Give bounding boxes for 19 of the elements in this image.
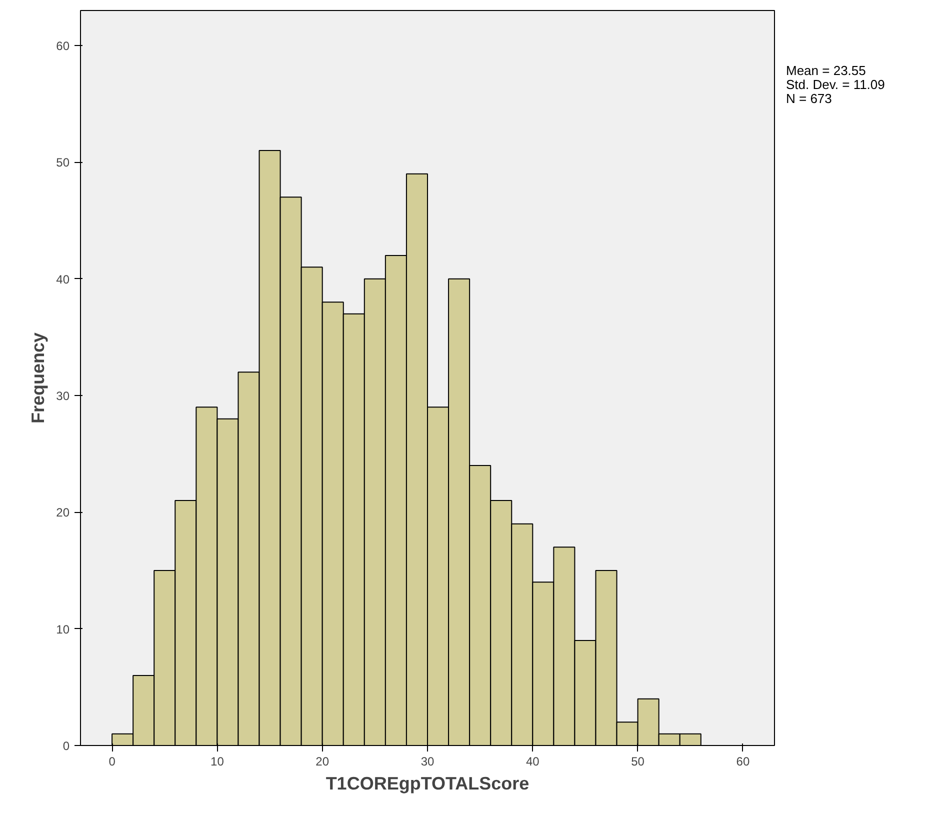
x-tick-label: 0: [108, 754, 116, 768]
x-tick-label: 50: [631, 754, 645, 768]
x-tick-label: 30: [420, 754, 434, 768]
x-tick-label: 20: [316, 754, 330, 768]
y-tick-label: 20: [56, 506, 70, 520]
y-tick-label: 10: [56, 622, 70, 636]
y-tick-label: 40: [56, 272, 70, 286]
text: Std. Dev. = 11.09: [786, 77, 885, 92]
y-tick-label: 30: [56, 389, 70, 403]
x-tick-label: 60: [736, 754, 750, 768]
x-tick-label: 40: [526, 754, 540, 768]
x-axis-title: T1COREgpTOTALScore: [326, 774, 530, 794]
y-axis-title: Frequency: [28, 332, 48, 424]
text: N = 673: [786, 91, 832, 106]
y-tick-label: 0: [62, 739, 70, 753]
x-tick-label: 10: [210, 754, 224, 768]
y-tick-label: 60: [56, 39, 70, 53]
y-tick-label: 50: [56, 156, 70, 170]
text: Mean = 23.55: [786, 63, 866, 78]
